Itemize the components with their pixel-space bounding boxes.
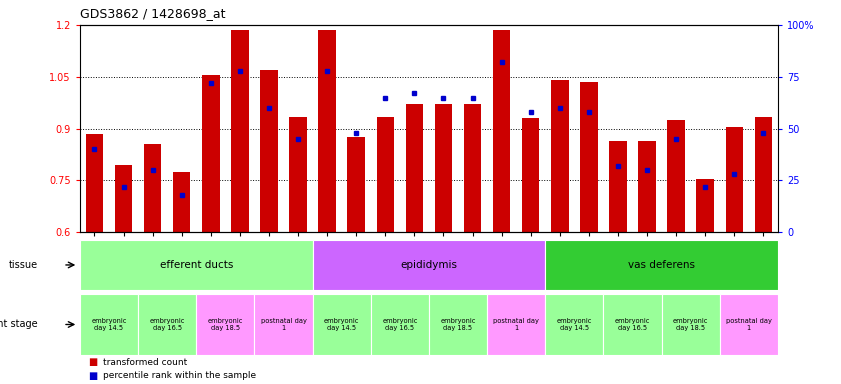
Bar [603, 294, 662, 355]
Bar [319, 30, 336, 232]
Bar [638, 141, 656, 232]
Text: epididymis: epididymis [400, 260, 458, 270]
Bar [138, 294, 196, 355]
Bar [196, 294, 254, 355]
Bar [114, 165, 132, 232]
Bar [86, 134, 103, 232]
Bar [720, 294, 778, 355]
Bar [202, 75, 220, 232]
Bar [545, 240, 778, 290]
Text: vas deferens: vas deferens [628, 260, 696, 270]
Bar [80, 294, 138, 355]
Bar [313, 294, 371, 355]
Text: GDS3862 / 1428698_at: GDS3862 / 1428698_at [80, 7, 225, 20]
Text: embryonic
day 16.5: embryonic day 16.5 [615, 318, 650, 331]
Text: tissue: tissue [8, 260, 38, 270]
Bar [231, 30, 249, 232]
Bar [754, 117, 772, 232]
Text: development stage: development stage [0, 319, 38, 329]
Bar [80, 240, 313, 290]
Bar [289, 117, 307, 232]
Bar [662, 294, 720, 355]
Text: percentile rank within the sample: percentile rank within the sample [103, 371, 257, 380]
Text: embryonic
day 18.5: embryonic day 18.5 [673, 318, 708, 331]
Text: ■: ■ [88, 357, 98, 367]
Text: embryonic
day 18.5: embryonic day 18.5 [441, 318, 476, 331]
Text: embryonic
day 14.5: embryonic day 14.5 [557, 318, 592, 331]
Bar [405, 104, 423, 232]
Text: embryonic
day 14.5: embryonic day 14.5 [324, 318, 359, 331]
Text: embryonic
day 18.5: embryonic day 18.5 [208, 318, 243, 331]
Bar [260, 70, 278, 232]
Bar [347, 137, 365, 232]
Text: transformed count: transformed count [103, 358, 188, 367]
Text: embryonic
day 16.5: embryonic day 16.5 [382, 318, 417, 331]
Text: embryonic
day 14.5: embryonic day 14.5 [92, 318, 127, 331]
Bar [551, 80, 569, 232]
Bar [429, 294, 487, 355]
Text: efferent ducts: efferent ducts [160, 260, 233, 270]
Bar [726, 127, 743, 232]
Text: postnatal day
1: postnatal day 1 [493, 318, 539, 331]
Bar [545, 294, 603, 355]
Bar [254, 294, 313, 355]
Bar [173, 172, 190, 232]
Bar [696, 179, 714, 232]
Bar [493, 30, 510, 232]
Bar [377, 117, 394, 232]
Bar [371, 294, 429, 355]
Text: postnatal day
1: postnatal day 1 [261, 318, 306, 331]
Bar [522, 118, 539, 232]
Bar [435, 104, 452, 232]
Bar [464, 104, 481, 232]
Text: embryonic
day 16.5: embryonic day 16.5 [150, 318, 185, 331]
Bar [144, 144, 161, 232]
Bar [487, 294, 545, 355]
Bar [609, 141, 627, 232]
Text: ■: ■ [88, 371, 98, 381]
Bar [668, 120, 685, 232]
Bar [580, 82, 598, 232]
Bar [313, 240, 545, 290]
Text: postnatal day
1: postnatal day 1 [726, 318, 772, 331]
